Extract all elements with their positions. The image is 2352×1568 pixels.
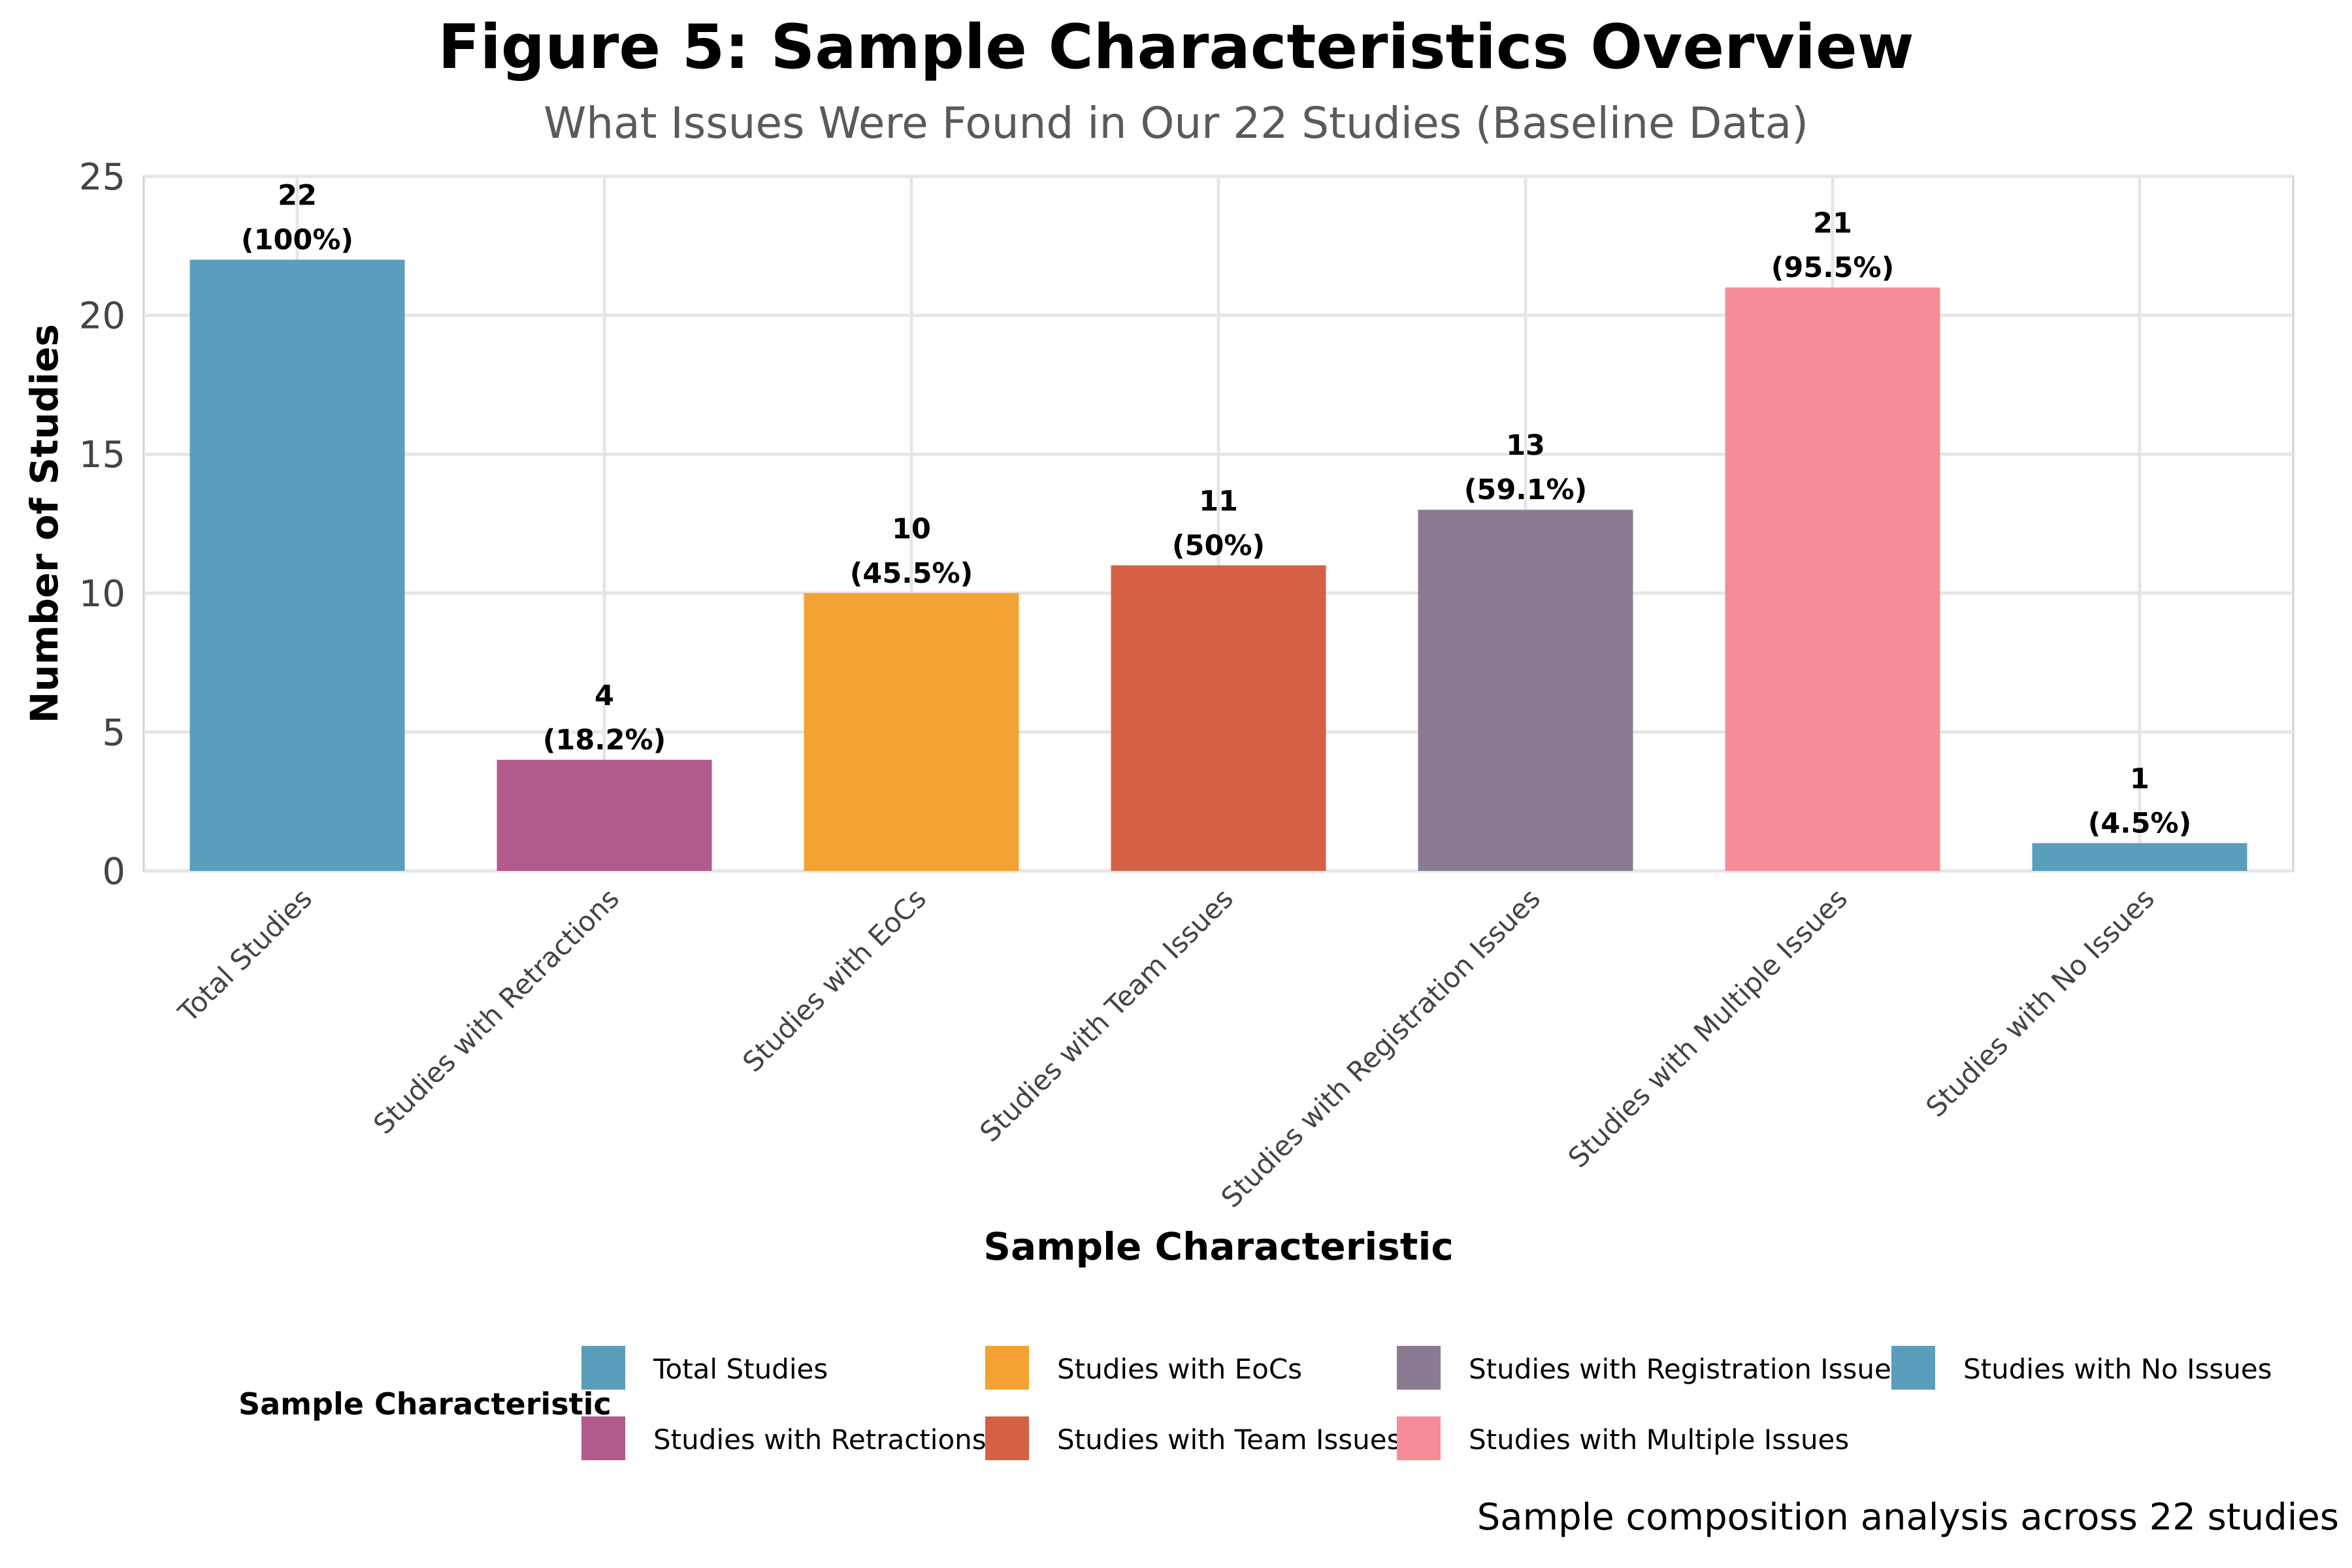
chart-subtitle: What Issues Were Found in Our 22 Studies… [544,98,1808,148]
legend-label: Studies with No Issues [1963,1353,2272,1385]
y-tick-label: 5 [102,711,125,754]
bar-percent-label: (100%) [241,224,353,257]
legend-swatch [1397,1346,1441,1390]
bar-percent-label: (59.1%) [1464,474,1587,506]
legend-label: Studies with Retractions [653,1424,987,1456]
x-tick-label: Studies with Registration Issues [1215,882,1547,1214]
legend-title: Sample Characteristic [238,1386,612,1422]
bar-7 [2032,843,2247,871]
bar-value-label: 21 [1813,207,1852,240]
legend-swatch [985,1346,1029,1390]
bar-1 [189,259,405,871]
bar-4 [1111,565,1326,871]
bar-value-label: 4 [595,679,614,712]
y-tick-label: 15 [79,434,125,476]
bar-percent-label: (95.5%) [1771,252,1894,284]
bar-6 [1725,287,1940,872]
y-axis-title: Number of Studies [22,324,67,723]
bar-value-label: 11 [1199,485,1238,517]
x-axis-title: Sample Characteristic [983,1224,1453,1269]
x-tick-label: Total Studies [172,882,318,1028]
bar-value-label: 22 [278,180,317,212]
y-tick-label: 20 [79,295,125,338]
chart-title: Figure 5: Sample Characteristics Overvie… [438,12,1914,83]
bar-percent-label: (18.2%) [543,724,666,757]
bar-2 [497,759,712,871]
bar-percent-label: (50%) [1172,529,1265,562]
legend-swatch [1397,1416,1441,1460]
legend-label: Studies with EoCs [1057,1353,1302,1385]
legend-swatch [581,1416,625,1460]
x-tick-label: Studies with Team Issues [973,882,1239,1148]
chart-caption: Sample composition analysis across 22 st… [1477,1496,2339,1539]
legend-label: Studies with Team Issues [1057,1424,1401,1456]
legend-swatch [985,1416,1029,1460]
legend-label: Studies with Registration Issues [1469,1353,1906,1385]
bar-percent-label: (45.5%) [850,557,973,590]
bar-3 [804,593,1019,871]
bar-value-label: 1 [2130,762,2149,795]
bar-value-label: 13 [1506,429,1545,462]
bar-percent-label: (4.5%) [2088,807,2192,840]
x-tick-label: Studies with Multiple Issues [1562,882,1854,1173]
legend-label: Studies with Multiple Issues [1469,1424,1849,1456]
y-tick-label: 10 [79,573,125,615]
x-tick-label: Studies with No Issues [1919,882,2161,1123]
x-tick-label: Studies with EoCs [736,882,932,1078]
y-tick-label: 0 [102,851,125,893]
x-tick-label: Studies with Retractions [367,882,625,1140]
legend-label: Total Studies [653,1353,828,1385]
bar-value-label: 10 [892,513,931,546]
legend-swatch [1891,1346,1935,1390]
y-tick-label: 25 [79,156,125,199]
legend-swatch [581,1346,625,1390]
bar-5 [1418,510,1633,871]
